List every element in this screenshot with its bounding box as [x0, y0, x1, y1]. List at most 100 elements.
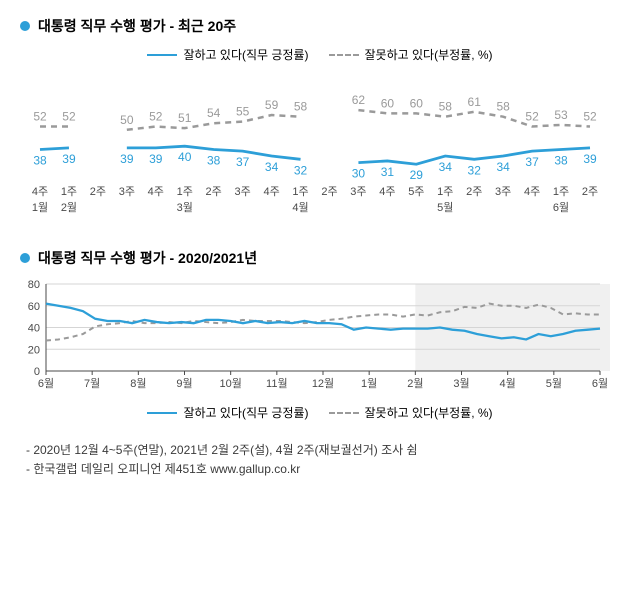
svg-text:51: 51 [178, 111, 192, 125]
bullet-icon [20, 253, 30, 263]
svg-text:38: 38 [207, 153, 221, 167]
svg-text:6월: 6월 [553, 201, 569, 214]
svg-text:4주: 4주 [148, 186, 164, 198]
svg-text:50: 50 [120, 113, 134, 127]
footnotes: - 2020년 12월 4~5주(연말), 2021년 2월 2주(설), 4월… [20, 441, 620, 479]
svg-text:61: 61 [468, 95, 482, 109]
svg-text:32: 32 [468, 163, 482, 177]
svg-text:4주: 4주 [263, 186, 279, 198]
svg-text:39: 39 [583, 152, 597, 166]
svg-text:55: 55 [236, 105, 250, 119]
svg-text:52: 52 [583, 110, 597, 124]
svg-text:52: 52 [525, 110, 539, 124]
svg-text:80: 80 [28, 279, 40, 291]
chart1-section: 대통령 직무 수행 평가 - 최근 20주 잘하고 있다(직무 긍정률) 잘못하… [20, 16, 620, 228]
chart1-title-row: 대통령 직무 수행 평가 - 최근 20주 [20, 16, 620, 36]
legend-item-pos: 잘하고 있다(직무 긍정률) [147, 46, 308, 63]
svg-text:3월: 3월 [177, 201, 193, 214]
svg-text:60: 60 [410, 96, 424, 110]
svg-text:37: 37 [525, 155, 539, 169]
svg-text:58: 58 [439, 100, 453, 114]
legend-line-icon [147, 412, 177, 414]
svg-text:6월: 6월 [38, 377, 54, 390]
svg-text:34: 34 [496, 160, 510, 174]
svg-text:2주: 2주 [321, 186, 337, 198]
svg-text:39: 39 [120, 152, 134, 166]
chart2-section: 대통령 직무 수행 평가 - 2020/2021년 0204060806월7월8… [20, 248, 620, 421]
svg-text:0: 0 [34, 366, 40, 378]
svg-text:1월: 1월 [361, 377, 377, 390]
svg-text:30: 30 [352, 167, 366, 181]
footnote-1: - 2020년 12월 4~5주(연말), 2021년 2월 2주(설), 4월… [26, 441, 620, 460]
chart2-title-row: 대통령 직무 수행 평가 - 2020/2021년 [20, 248, 620, 268]
svg-text:12월: 12월 [312, 377, 334, 390]
svg-text:32: 32 [294, 163, 308, 177]
svg-text:1주: 1주 [177, 186, 193, 198]
svg-text:9월: 9월 [176, 377, 192, 390]
svg-text:1주: 1주 [61, 186, 77, 198]
svg-text:10월: 10월 [219, 377, 241, 390]
legend-item-pos: 잘하고 있다(직무 긍정률) [147, 404, 308, 421]
svg-text:39: 39 [149, 152, 163, 166]
svg-text:4주: 4주 [32, 186, 48, 198]
bullet-icon [20, 21, 30, 31]
svg-text:3월: 3월 [453, 377, 469, 390]
svg-text:2주: 2주 [466, 186, 482, 198]
svg-text:52: 52 [62, 110, 76, 124]
svg-text:5주: 5주 [408, 186, 424, 198]
legend-line-icon [147, 54, 177, 56]
svg-text:52: 52 [149, 110, 163, 124]
svg-text:53: 53 [554, 108, 568, 122]
svg-text:1주: 1주 [553, 186, 569, 198]
svg-text:34: 34 [439, 160, 453, 174]
svg-text:37: 37 [236, 155, 250, 169]
svg-text:1월: 1월 [32, 201, 48, 214]
svg-text:5월: 5월 [437, 201, 453, 214]
svg-text:5월: 5월 [546, 377, 562, 390]
svg-text:40: 40 [28, 323, 40, 335]
svg-text:6월: 6월 [592, 377, 608, 390]
svg-text:52: 52 [33, 110, 47, 124]
svg-text:40: 40 [178, 150, 192, 164]
svg-text:3주: 3주 [495, 186, 511, 198]
svg-text:1주: 1주 [437, 186, 453, 198]
svg-text:3주: 3주 [119, 186, 135, 198]
svg-text:7월: 7월 [84, 377, 100, 390]
legend-pos-label: 잘하고 있다(직무 긍정률) [183, 404, 308, 421]
svg-text:34: 34 [265, 160, 279, 174]
svg-text:20: 20 [28, 344, 40, 356]
svg-text:58: 58 [294, 100, 308, 114]
svg-text:4월: 4월 [500, 377, 516, 390]
svg-text:1주: 1주 [292, 186, 308, 198]
legend-line-icon [329, 412, 359, 414]
legend-pos-label: 잘하고 있다(직무 긍정률) [183, 46, 308, 63]
chart2-plot: 0204060806월7월8월9월10월11월12월1월2월3월4월5월6월 [20, 278, 620, 398]
svg-text:31: 31 [381, 165, 395, 179]
svg-text:3주: 3주 [350, 186, 366, 198]
svg-text:2주: 2주 [206, 186, 222, 198]
legend-neg-label: 잘못하고 있다(부정률, %) [365, 404, 493, 421]
chart1-plot: 5252505251545559586260605861585253523839… [20, 73, 620, 228]
svg-text:2월: 2월 [407, 377, 423, 390]
svg-text:2월: 2월 [61, 201, 77, 214]
chart1-title: 대통령 직무 수행 평가 - 최근 20주 [38, 16, 236, 36]
svg-text:39: 39 [62, 152, 76, 166]
svg-text:60: 60 [28, 301, 40, 313]
legend-neg-label: 잘못하고 있다(부정률, %) [365, 46, 493, 63]
svg-text:2주: 2주 [582, 186, 598, 198]
svg-text:54: 54 [207, 106, 221, 120]
svg-text:3주: 3주 [235, 186, 251, 198]
svg-text:4주: 4주 [379, 186, 395, 198]
page-container: 대통령 직무 수행 평가 - 최근 20주 잘하고 있다(직무 긍정률) 잘못하… [0, 0, 640, 495]
svg-text:4월: 4월 [292, 201, 308, 214]
svg-text:11월: 11월 [266, 377, 288, 390]
chart1-legend: 잘하고 있다(직무 긍정률) 잘못하고 있다(부정률, %) [20, 46, 620, 63]
chart2-title: 대통령 직무 수행 평가 - 2020/2021년 [38, 248, 257, 268]
svg-text:59: 59 [265, 98, 279, 112]
svg-text:62: 62 [352, 93, 366, 107]
svg-text:38: 38 [554, 153, 568, 167]
svg-text:29: 29 [410, 168, 424, 182]
svg-text:4주: 4주 [524, 186, 540, 198]
legend-item-neg: 잘못하고 있다(부정률, %) [329, 46, 493, 63]
legend-line-icon [329, 54, 359, 56]
